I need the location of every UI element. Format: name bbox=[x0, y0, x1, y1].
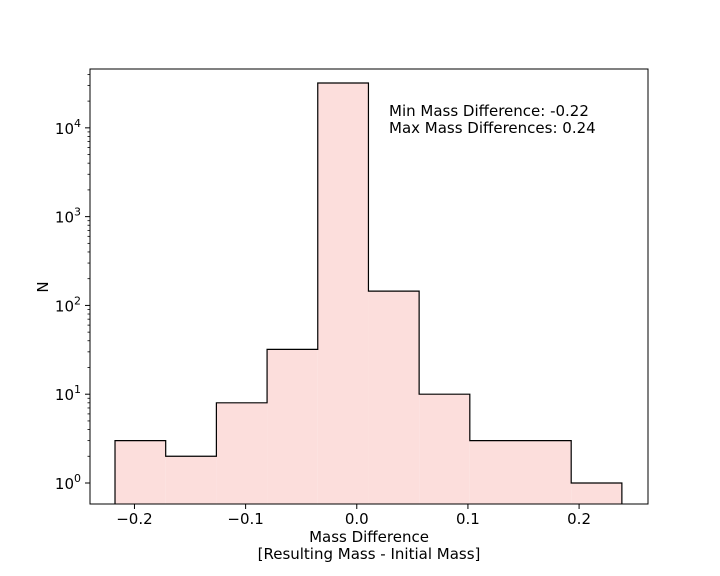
annotation-min-mass-difference: Min Mass Difference: -0.22 bbox=[389, 102, 589, 120]
y-tick-label: 103 bbox=[55, 206, 81, 227]
histogram-bar bbox=[115, 440, 166, 504]
histogram-bar bbox=[520, 440, 572, 504]
annotation-max-mass-difference: Max Mass Differences: 0.24 bbox=[389, 119, 596, 137]
y-axis-label: N bbox=[34, 281, 52, 292]
histogram-outline bbox=[114, 82, 623, 504]
histogram-bar bbox=[267, 349, 318, 504]
histogram-bar bbox=[368, 291, 420, 504]
x-axis-ticks: −0.2 −0.1 0.0 0.1 0.2 bbox=[116, 504, 591, 528]
x-tick-label: −0.2 bbox=[116, 510, 152, 528]
x-axis-label: Mass Difference bbox=[309, 528, 429, 546]
histogram-bar bbox=[469, 440, 521, 504]
x-tick-label: −0.1 bbox=[227, 510, 263, 528]
histogram-bars bbox=[114, 82, 623, 505]
histogram-bar bbox=[165, 456, 217, 504]
histogram-bar bbox=[419, 394, 470, 504]
y-tick-label: 100 bbox=[55, 472, 81, 493]
histogram-bar bbox=[216, 402, 268, 504]
plot-frame bbox=[89, 68, 649, 505]
x-tick-label: 0.2 bbox=[567, 510, 591, 528]
y-tick-label: 104 bbox=[55, 117, 81, 138]
histogram-bar bbox=[571, 482, 622, 504]
y-tick-label: 101 bbox=[55, 383, 81, 404]
y-tick-label: 102 bbox=[55, 294, 81, 315]
y-axis-ticks: 100 101 102 103 104 bbox=[55, 73, 90, 493]
x-tick-label: 0.0 bbox=[345, 510, 369, 528]
x-axis-label-line2: [Resulting Mass - Initial Mass] bbox=[258, 545, 481, 563]
histogram-bar bbox=[317, 82, 369, 505]
x-tick-label: 0.1 bbox=[456, 510, 480, 528]
